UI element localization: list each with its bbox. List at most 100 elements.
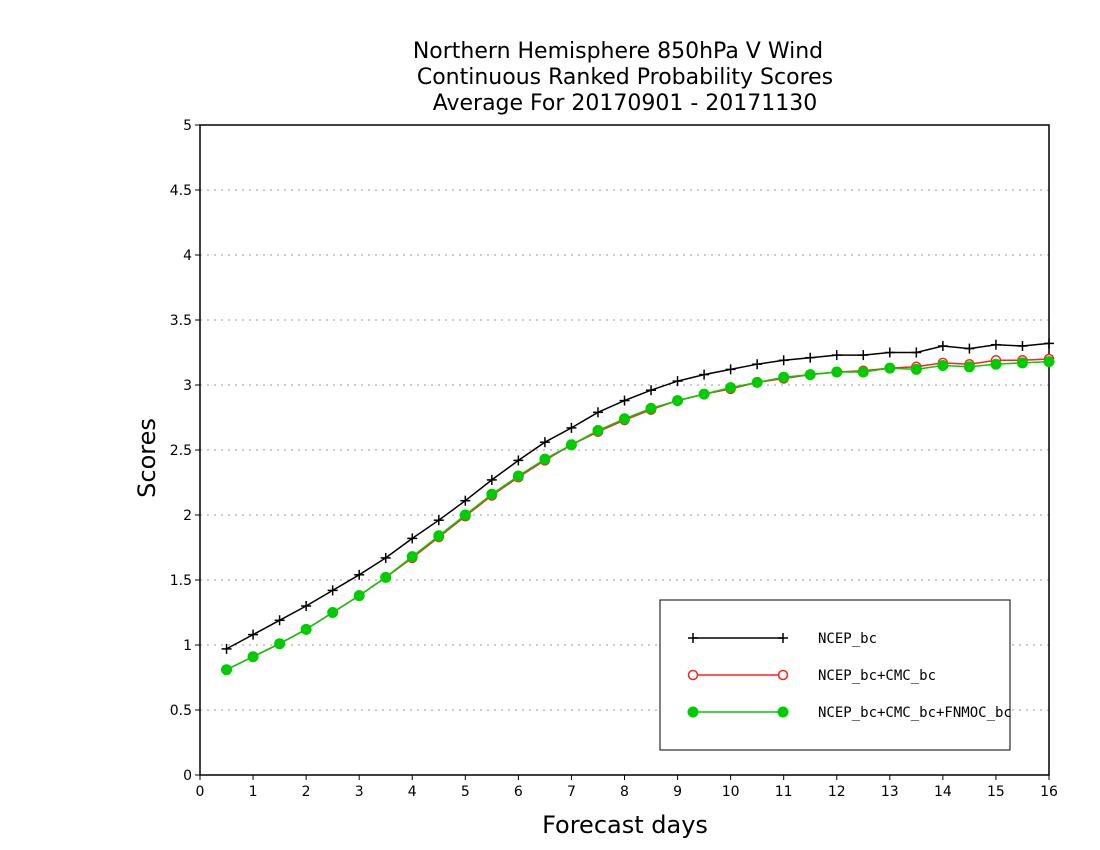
data-point [619,413,630,425]
legend-marker [687,706,699,718]
x-tick-label: 5 [461,784,470,800]
data-point [221,643,232,654]
data-point [698,388,710,400]
y-tick-label: 5 [183,118,192,134]
x-tick-label: 14 [934,784,952,800]
legend-label: NCEP_bc [818,631,877,647]
data-point [327,585,338,596]
x-tick-label: 3 [355,784,364,800]
data-point [486,474,497,485]
data-point [752,359,763,370]
data-point [274,615,285,626]
data-point [1043,356,1055,368]
x-axis-label: Forecast days [542,811,708,839]
legend-marker [778,633,788,643]
legend-entry: NCEP_bc+CMC_bc+FNMOC_bc [687,705,1012,721]
x-tick-label: 13 [881,784,899,800]
data-point [857,366,869,378]
data-point [353,590,365,602]
y-tick-label: 0.5 [170,703,192,719]
legend-entry: NCEP_bc [688,631,877,647]
x-tick-label: 2 [302,784,311,800]
data-point [937,360,949,371]
data-point [778,355,789,366]
data-point [248,629,259,640]
data-point [354,569,365,580]
x-tick-label: 11 [775,784,793,800]
data-point [592,407,603,418]
legend-marker [777,669,789,681]
chart-title-line-2: Continuous Ranked Probability Scores [417,65,833,90]
series-0 [221,338,1054,654]
data-point [831,350,842,361]
x-tick-label: 9 [673,784,682,800]
x-tick-label: 6 [514,784,523,800]
data-point [221,664,233,676]
data-point [804,369,816,381]
data-point [725,364,736,375]
legend-marker [777,706,789,718]
x-tick-label: 10 [722,784,740,800]
data-point [327,607,339,618]
data-point [274,638,286,650]
x-tick-label: 16 [1040,784,1058,800]
data-point [963,361,975,373]
ticks-layer: 00.511.522.533.544.550 1 2 3 4 5 6 7 8 9 10 11 12 13 1… [170,118,1058,800]
data-point [247,651,259,663]
data-point [672,395,684,407]
legend-label: NCEP_bc+CMC_bc [818,668,936,684]
y-tick-label: 1.5 [170,573,192,589]
data-point [433,530,445,542]
data-point [539,453,551,465]
legend-marker [687,669,699,681]
data-point [964,343,975,354]
data-point [646,385,657,396]
data-point [910,363,922,375]
data-point [406,551,418,563]
data-point [433,515,444,526]
x-tick-label: 15 [987,784,1005,800]
data-point [565,439,577,451]
data-point [486,488,498,500]
data-point [831,366,843,378]
legend-marker [688,633,698,643]
y-tick-label: 2.5 [170,443,192,459]
data-point [460,495,471,506]
series-2 [221,356,1055,676]
chart-title-line-3: Average For 20170901 - 20171130 [433,91,818,116]
x-tick-label: 12 [828,784,846,800]
data-point [459,509,471,521]
data-point [301,601,312,611]
data-point [380,571,392,583]
data-point [645,402,657,414]
x-tick-label: 8 [620,784,629,800]
data-point [858,350,869,361]
data-point [592,425,604,436]
y-tick-label: 3.5 [170,313,192,329]
legend-label: NCEP_bc+CMC_bc+FNMOC_bc [818,705,1012,721]
data-point [1044,338,1054,349]
data-point [512,470,524,482]
y-tick-label: 4 [183,248,192,264]
data-point [380,552,391,563]
data-point [937,341,948,351]
data-point [619,395,630,406]
data-point [672,376,683,387]
data-point [407,533,418,544]
data-point [300,623,312,635]
data-point [805,352,816,363]
legend: NCEP_bc NCEP_bc+CMC_bc NCEP_bc+CMC_bc+FNMO… [659,599,1012,751]
y-tick-label: 1 [183,638,192,654]
x-tick-label: 7 [567,784,576,800]
chart-title-line-1: Northern Hemisphere 850hPa V Wind [413,39,823,64]
y-tick-label: 4.5 [170,183,192,199]
x-tick-label: 1 [249,784,258,800]
data-point [699,369,710,380]
data-point [1016,357,1028,369]
data-point [513,455,524,466]
data-point [539,437,550,448]
x-tick-label: 4 [408,784,417,800]
series-layer [221,338,1055,676]
